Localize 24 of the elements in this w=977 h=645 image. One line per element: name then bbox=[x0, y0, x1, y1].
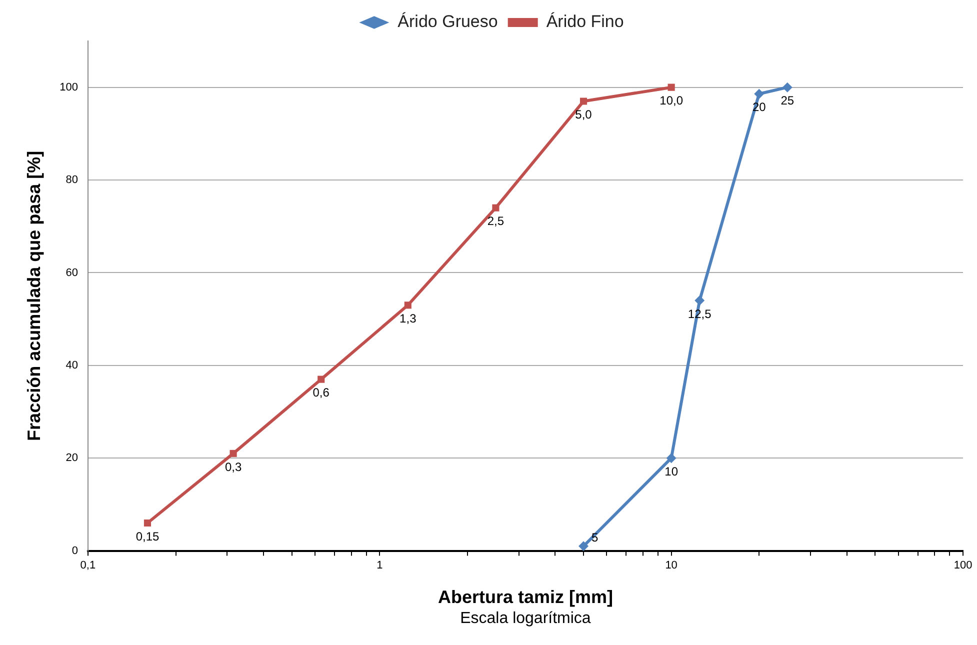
x-tick-label: 100 bbox=[954, 559, 972, 572]
annotation: 5,0 bbox=[575, 108, 592, 122]
annotation: 25 bbox=[780, 94, 794, 108]
text: Escala logarítmica bbox=[460, 610, 591, 628]
x-tick-label: 10 bbox=[665, 559, 678, 572]
y-tick-label: 60 bbox=[66, 266, 78, 279]
annotation: 0,15 bbox=[136, 529, 160, 544]
x-tick-label: 0,1 bbox=[80, 559, 96, 572]
x-tick-label: 1 bbox=[376, 559, 383, 572]
y-tick-label: 80 bbox=[66, 174, 78, 186]
annotation: 2,5 bbox=[487, 214, 504, 228]
annotation: 0,6 bbox=[312, 386, 330, 400]
x-axis-title: Abertura tamiz [mm] bbox=[438, 586, 613, 607]
y-axis-title: Fracción acumulada que pasa [%] bbox=[24, 150, 44, 441]
legend-label: Árido Fino bbox=[546, 12, 624, 32]
annotation: 10,0 bbox=[660, 94, 684, 108]
annotation: 0,3 bbox=[224, 460, 242, 474]
y-tick-label: 100 bbox=[60, 81, 78, 94]
annotation: 10 bbox=[664, 464, 678, 478]
legend-label: Árido Grueso bbox=[398, 12, 498, 32]
y-tick-label: 20 bbox=[66, 452, 78, 464]
y-tick-label: 0 bbox=[72, 544, 78, 557]
annotation: 1,3 bbox=[400, 311, 417, 326]
y-tick-label: 40 bbox=[66, 359, 78, 372]
